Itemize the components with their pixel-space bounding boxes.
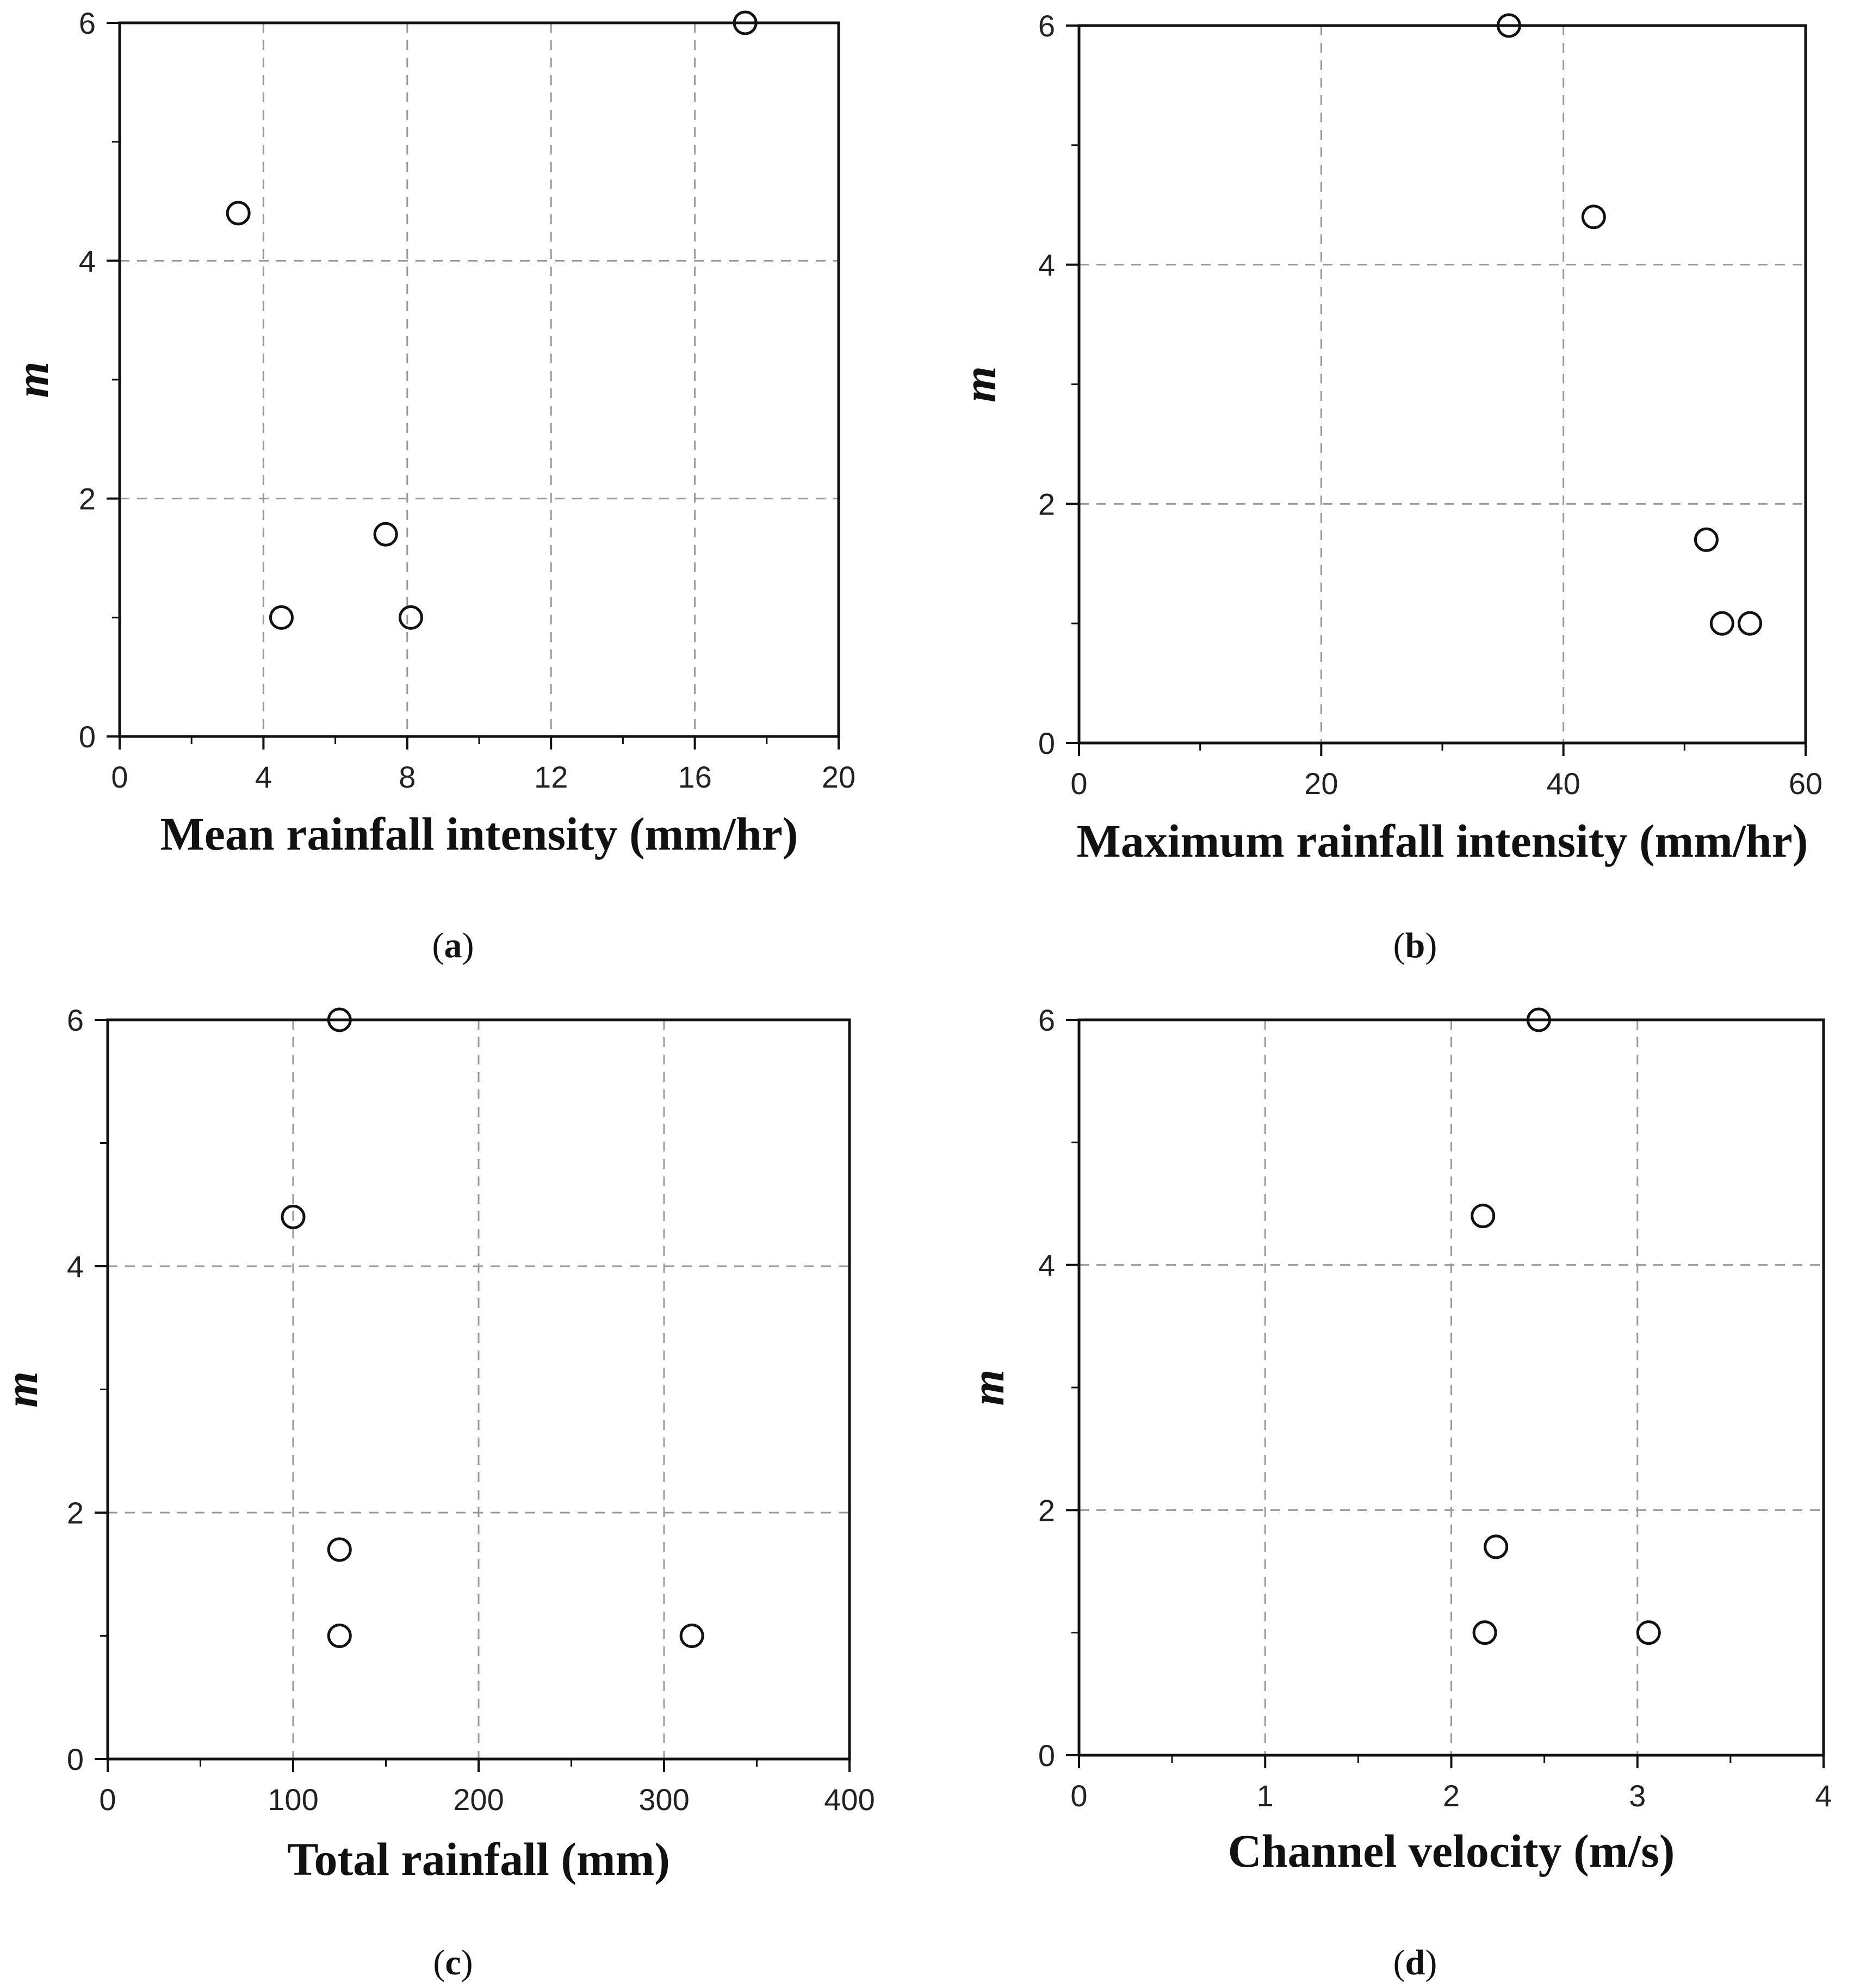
data-point: [398, 605, 423, 630]
data-point: [327, 1537, 352, 1562]
panel-a: 0 4 8 12 16 20 0 2 4 6 Mean rainfall intensity (mm…: [6, 6, 855, 965]
data-point: [1471, 1204, 1496, 1229]
data-point: [327, 1624, 352, 1648]
x-tick-label: 60: [1789, 766, 1822, 801]
y-axis-title: m: [953, 366, 1006, 402]
data-point: [1636, 1620, 1661, 1645]
x-tick-label: 16: [678, 760, 711, 794]
x-tick-label: 8: [399, 760, 416, 794]
y-tick-label: 0: [1038, 726, 1055, 760]
x-tick-label: 0: [1070, 1779, 1087, 1813]
y-tick-label: 0: [1038, 1738, 1055, 1773]
x-tick-label: 20: [1304, 766, 1338, 801]
plot-frame: [1077, 24, 1807, 745]
plot-frame: [118, 21, 840, 738]
panel-caption: (a): [432, 926, 474, 965]
data-point: [1581, 205, 1606, 230]
y-tick-label: 6: [67, 1003, 84, 1037]
x-tick-label: 0: [111, 760, 128, 794]
panel-b: 0 20 40 60 0 2 4 6 Maximum rainfall intensity (m…: [953, 9, 1822, 965]
data-point: [1709, 611, 1734, 636]
x-axis-title: Total rainfall (mm): [287, 1833, 670, 1885]
x-tick-label: 300: [638, 1782, 689, 1817]
data-point: [327, 1007, 352, 1032]
y-axis-title: m: [0, 1371, 47, 1408]
y-tick-label: 2: [79, 482, 96, 516]
x-tick-label: 12: [534, 760, 568, 794]
data-point: [733, 10, 758, 35]
y-tick-label: 4: [67, 1249, 84, 1284]
x-axis-title: Mean rainfall intensity (mm/hr): [160, 808, 798, 860]
data-point: [1484, 1534, 1509, 1559]
y-tick-label: 2: [1038, 487, 1055, 521]
x-tick-label: 1: [1257, 1779, 1274, 1813]
panel-caption: (d): [1393, 1943, 1437, 1983]
x-tick-label: 0: [1070, 766, 1087, 801]
y-tick-label: 2: [1038, 1493, 1055, 1527]
y-axis-title: m: [6, 362, 58, 398]
y-tick-label: 4: [1038, 248, 1055, 282]
data-point: [281, 1204, 306, 1229]
y-tick-label: 0: [79, 720, 96, 754]
data-point: [1526, 1007, 1551, 1032]
x-tick-label: 20: [822, 760, 855, 794]
x-tick-label: 100: [268, 1782, 318, 1817]
x-tick-label: 200: [453, 1782, 504, 1817]
panel-caption: (b): [1393, 926, 1437, 965]
x-tick-label: 0: [99, 1782, 116, 1817]
panel-d: 0 1 2 3 4 0 2 4 6 Channel velocity (m/s) m (d): [962, 1003, 1832, 1983]
x-tick-label: 40: [1547, 766, 1580, 801]
x-axis-title: Maximum rainfall intensity (mm/hr): [1077, 815, 1808, 867]
data-point: [1472, 1620, 1497, 1645]
y-tick-label: 6: [1038, 9, 1055, 43]
y-tick-label: 6: [1038, 1003, 1055, 1037]
y-tick-label: 4: [79, 244, 96, 278]
x-tick-label: 4: [255, 760, 272, 794]
x-tick-label: 400: [824, 1782, 875, 1817]
x-tick-label: 2: [1443, 1779, 1460, 1813]
panel-caption: (c): [433, 1943, 473, 1983]
y-tick-label: 6: [79, 6, 96, 40]
panel-c: 0 100 200 300 400 0 2 4 6 Total rainfall (mm) m (c): [0, 1003, 875, 1983]
x-axis-title: Channel velocity (m/s): [1228, 1825, 1675, 1877]
data-point: [269, 605, 294, 630]
data-point: [373, 522, 398, 547]
data-point: [226, 201, 251, 226]
data-point: [679, 1624, 704, 1648]
y-tick-label: 2: [67, 1496, 84, 1530]
data-point: [1496, 13, 1521, 38]
x-tick-label: 4: [1815, 1779, 1832, 1813]
x-tick-label: 3: [1629, 1779, 1646, 1813]
y-tick-label: 0: [67, 1742, 84, 1776]
data-point: [1738, 611, 1763, 636]
y-tick-label: 4: [1038, 1248, 1055, 1283]
y-axis-title: m: [962, 1370, 1014, 1406]
data-point: [1694, 527, 1719, 552]
